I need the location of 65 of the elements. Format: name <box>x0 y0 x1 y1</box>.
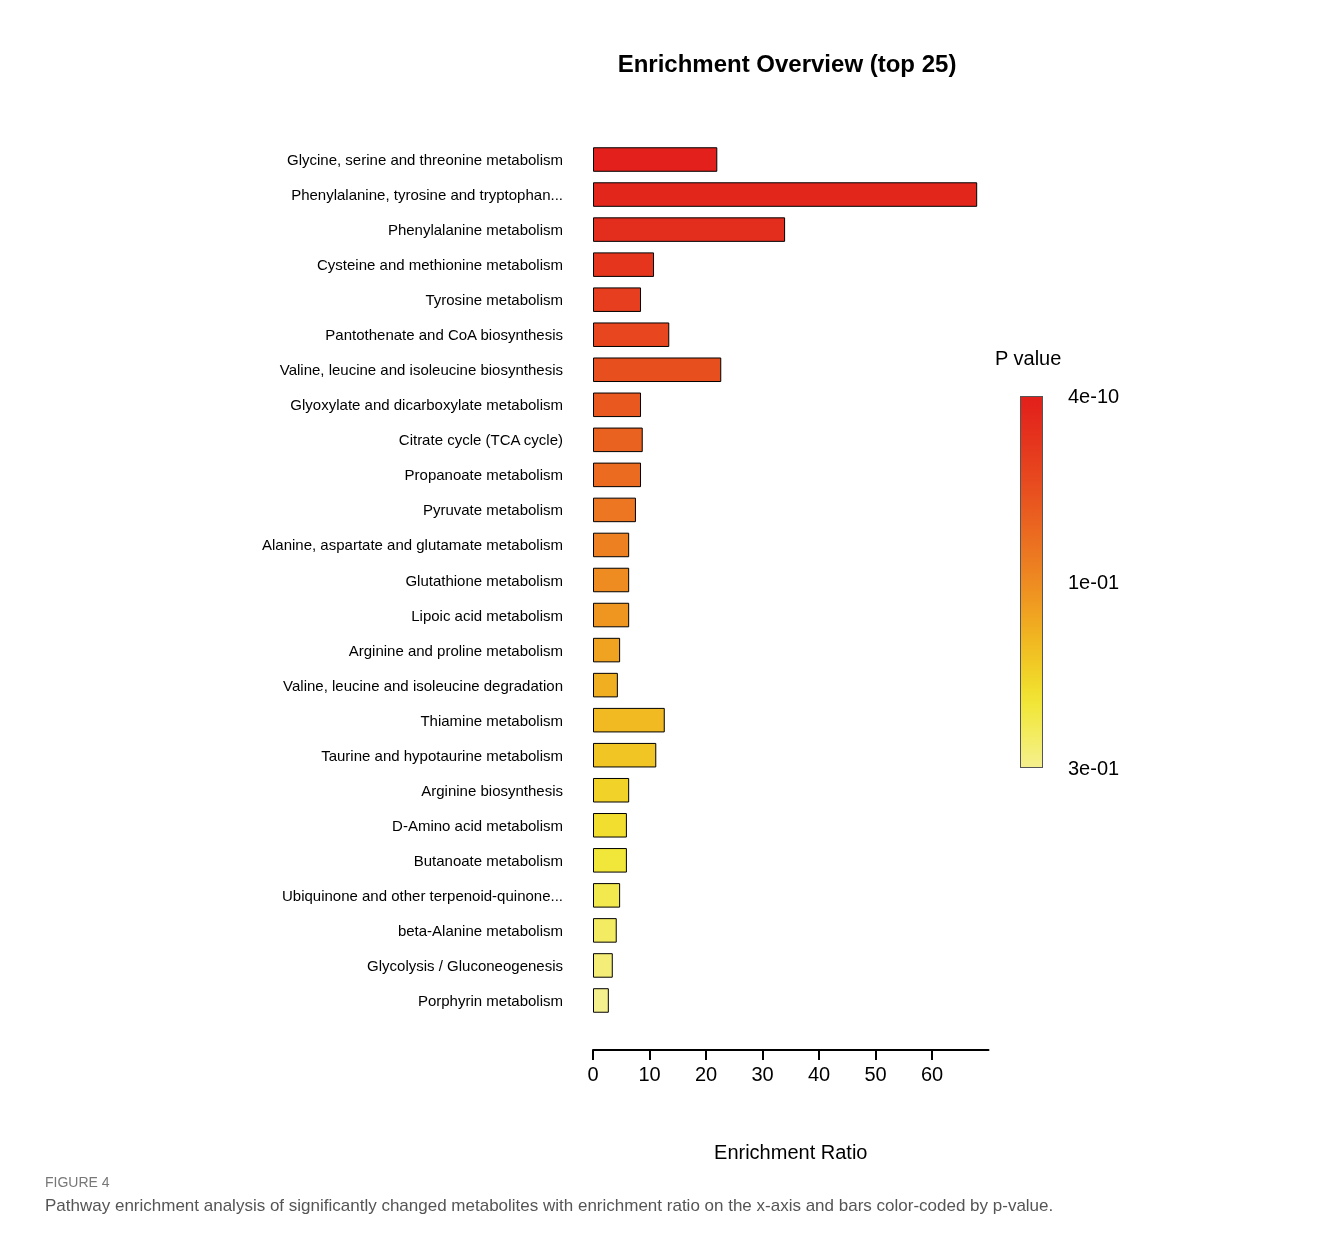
y-tick-label: Arginine biosynthesis <box>421 781 563 799</box>
bar <box>593 252 655 277</box>
y-tick-label: Butanoate metabolism <box>413 851 563 869</box>
bar <box>593 848 627 873</box>
y-tick-label: Propanoate metabolism <box>404 466 563 484</box>
bar <box>593 392 642 418</box>
x-tick-label: 60 <box>920 1063 944 1085</box>
y-tick-label: Pantothenate and CoA biosynthesis <box>325 326 563 344</box>
y-tick-label: Glutathione metabolism <box>405 571 563 589</box>
bar <box>593 883 621 908</box>
y-tick-label: Porphyrin metabolism <box>417 991 563 1009</box>
bar <box>593 287 642 312</box>
bar <box>593 427 643 453</box>
y-tick-label: Pyruvate metabolism <box>422 501 563 519</box>
x-tick-label: 0 <box>587 1063 599 1085</box>
x-tick-label: 50 <box>864 1063 887 1085</box>
y-tick-label: Phenylalanine, tyrosine and tryptophan... <box>291 186 563 204</box>
y-tick-label: Citrate cycle (TCA cycle) <box>398 431 563 449</box>
bar <box>593 497 636 523</box>
y-tick-label: Phenylalanine metabolism <box>387 221 563 239</box>
text: 4e-10 <box>1068 385 1120 407</box>
y-tick-label: D-Amino acid metabolism <box>392 816 563 834</box>
y-tick-label: Valine, leucine and isoleucine degradation <box>283 676 563 694</box>
y-tick-label: Glyoxylate and dicarboxylate metabolism <box>290 396 563 414</box>
bar <box>593 742 657 768</box>
y-tick-label: Arginine and proline metabolism <box>348 641 563 659</box>
x-tick-label: 30 <box>751 1063 774 1085</box>
x-axis-title: Enrichment Ratio <box>714 1141 868 1163</box>
bar <box>593 918 617 943</box>
bar <box>593 532 630 558</box>
x-tick-label: 10 <box>638 1063 661 1085</box>
bar <box>593 777 630 803</box>
y-tick-label: beta-Alanine metabolism <box>397 921 563 939</box>
y-tick-label: Glycine, serine and threonine metabolism <box>287 151 563 169</box>
y-tick-label: Cysteine and methionine metabolism <box>317 256 563 274</box>
bar <box>593 462 642 488</box>
bar <box>593 813 627 838</box>
caption: FIGURE 4 <box>45 1174 110 1190</box>
y-tick-label: Alanine, aspartate and glutamate metabolism <box>261 536 563 554</box>
y-tick-label: Taurine and hypotaurine metabolism <box>321 746 563 764</box>
bar <box>593 322 670 347</box>
bar <box>593 567 630 593</box>
bar <box>593 147 718 172</box>
color-bar-title: P value <box>995 347 1062 369</box>
y-tick-label: Tyrosine metabolism <box>425 291 563 309</box>
bar <box>593 182 978 207</box>
x-tick-label: 20 <box>694 1063 718 1085</box>
bar <box>593 672 618 698</box>
bar <box>593 217 786 242</box>
text: Pathway enrichment analysis of significantly changed metabolites with enrichment ratio on the x-axis and bars color-coded by p-value. <box>45 1195 1054 1215</box>
x-tick-label: 40 <box>807 1063 831 1085</box>
bar <box>593 357 722 383</box>
bar <box>593 602 630 628</box>
y-tick-label: Lipoic acid metabolism <box>411 606 563 624</box>
y-tick-label: Thiamine metabolism <box>420 711 563 729</box>
chart-title: Enrichment Overview (top 25) <box>617 49 957 77</box>
y-tick-label: Glycolysis / Gluconeogenesis <box>367 956 563 974</box>
text: 1e-01 <box>1068 571 1120 593</box>
bar <box>593 637 621 663</box>
y-tick-label: Valine, leucine and isoleucine biosynthesis <box>279 361 563 379</box>
bar <box>593 988 609 1013</box>
text: 3e-01 <box>1068 757 1120 779</box>
bar <box>593 953 613 978</box>
bar <box>593 707 665 733</box>
y-tick-label: Ubiquinone and other terpenoid-quinone... <box>281 886 563 904</box>
